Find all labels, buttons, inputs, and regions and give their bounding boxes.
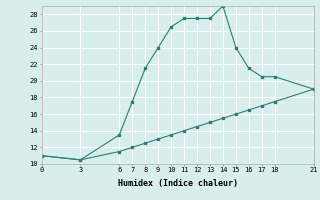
X-axis label: Humidex (Indice chaleur): Humidex (Indice chaleur) [118,179,237,188]
